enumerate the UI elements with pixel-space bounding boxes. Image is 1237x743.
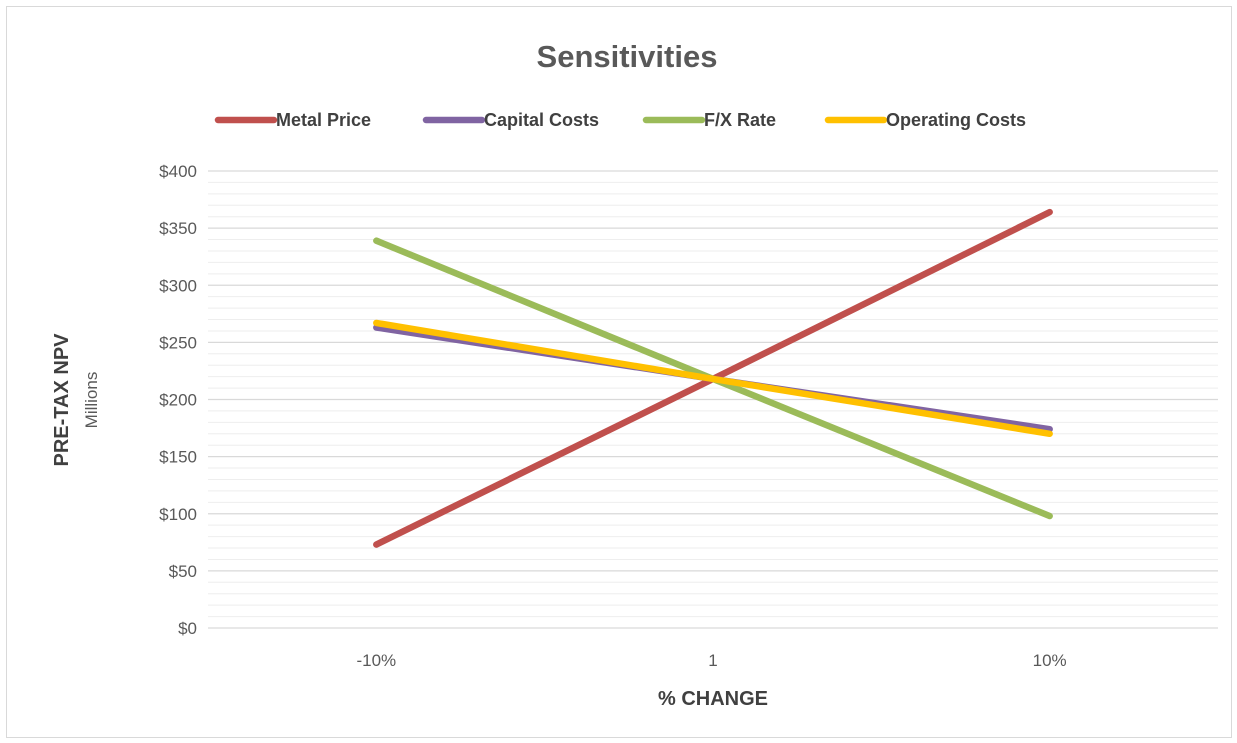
legend-label-capital-costs: Capital Costs xyxy=(484,110,599,130)
x-axis-title: % CHANGE xyxy=(658,688,768,710)
y-tick-label: $300 xyxy=(159,276,197,295)
y-axis-title: PRE-TAX NPV xyxy=(51,333,73,467)
series-lines xyxy=(373,208,1053,548)
x-axis-ticks: -10% 1 10% xyxy=(356,651,1066,670)
legend-label-operating-costs: Operating Costs xyxy=(886,110,1026,130)
legend: Metal Price Capital Costs F/X Rate Operatin… xyxy=(214,110,1026,130)
y-tick-label: $250 xyxy=(159,333,197,352)
x-tick-label: 10% xyxy=(1033,651,1067,670)
y-axis-ticks: $0 $50 $100 $150 $200 $250 $300 $350 $400 xyxy=(159,162,197,638)
y-tick-label: $350 xyxy=(159,219,197,238)
gridlines xyxy=(208,170,1218,629)
y-tick-label: $400 xyxy=(159,162,197,181)
y-axis-subtitle: Millions xyxy=(82,372,101,429)
y-tick-label: $200 xyxy=(159,391,197,410)
x-tick-label: -10% xyxy=(356,651,396,670)
legend-label-metal-price: Metal Price xyxy=(276,110,371,130)
y-tick-label: $100 xyxy=(159,505,197,524)
y-tick-label: $150 xyxy=(159,448,197,467)
y-tick-label: $0 xyxy=(178,619,197,638)
x-tick-label: 1 xyxy=(708,651,717,670)
legend-label-f-x-rate: F/X Rate xyxy=(704,110,776,130)
y-tick-label: $50 xyxy=(169,562,197,581)
series-line-operating-costs xyxy=(373,319,1053,438)
chart-frame xyxy=(6,6,1232,738)
chart-title: Sensitivities xyxy=(537,39,718,74)
